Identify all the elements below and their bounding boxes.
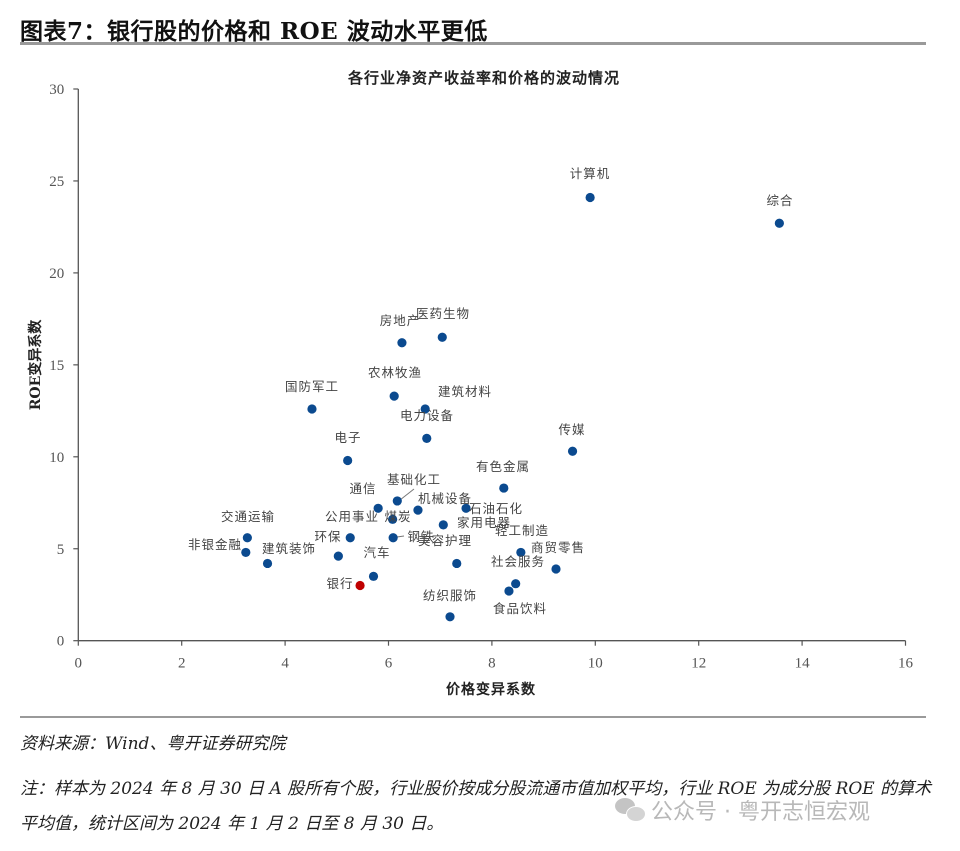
- point-label: 家用电器: [457, 515, 511, 530]
- source-note: 资料来源：Wind、粤开证券研究院: [20, 734, 286, 754]
- point-label: 汽车: [363, 545, 390, 560]
- point-label: 电子: [334, 430, 361, 445]
- x-tick-label: 6: [385, 656, 393, 672]
- data-points: [241, 192, 784, 622]
- title-rule: [20, 42, 926, 45]
- data-point: [437, 332, 447, 342]
- data-point: [422, 433, 432, 444]
- data-point: [420, 404, 430, 414]
- x-tick-label: 14: [795, 656, 811, 672]
- point-label: 美容护理: [418, 533, 472, 548]
- data-point: [242, 533, 252, 543]
- point-label: 电力设备: [400, 408, 454, 423]
- x-tick-label: 0: [75, 656, 83, 672]
- x-tick-label: 10: [588, 656, 603, 672]
- point-label: 国防军工: [285, 379, 339, 394]
- scatter-chart: 各行业净资产收益率和价格的波动情况 0 2 4 6 8 10 12 14 16 0 5 10 15 20 2…: [27, 69, 914, 698]
- data-point: [241, 547, 251, 558]
- x-tick-label: 12: [691, 656, 706, 672]
- point-label: 综合: [766, 193, 793, 208]
- chart-title: 各行业净资产收益率和价格的波动情况: [347, 69, 620, 87]
- leader-lines: [396, 488, 415, 538]
- x-tick-label: 16: [898, 656, 914, 672]
- data-point: [343, 455, 353, 466]
- data-point: [551, 564, 561, 574]
- point-label: 非银金融: [188, 537, 242, 552]
- data-point: [511, 579, 521, 589]
- axes: 0 2 4 6 8 10 12 14 16 0 5 10 15 20 25 30: [49, 82, 913, 672]
- data-point: [516, 547, 526, 558]
- data-point: [452, 558, 462, 569]
- point-label: 银行: [326, 576, 353, 591]
- data-point: [461, 503, 471, 513]
- data-point: [397, 338, 407, 348]
- data-point: [262, 558, 273, 569]
- data-point: [438, 520, 448, 530]
- y-tick-label: 5: [57, 542, 65, 558]
- watermark-text: 公众号 · 粤开志恒宏观: [651, 800, 870, 825]
- data-point: [389, 391, 399, 401]
- x-axis-label: 价格变异系数: [446, 681, 536, 698]
- data-point: [333, 551, 343, 561]
- y-tick-label: 0: [57, 634, 65, 650]
- point-label: 钢铁: [407, 529, 434, 544]
- point-label: 煤炭: [384, 509, 411, 524]
- point-label: 环保: [314, 529, 341, 544]
- y-tick-label: 25: [49, 174, 64, 190]
- data-point: [774, 218, 784, 228]
- data-point: [392, 496, 402, 506]
- point-label: 有色金属: [476, 459, 530, 474]
- point-label: 基础化工: [387, 472, 441, 487]
- leader-line: [396, 535, 405, 538]
- point-label: 机械设备: [418, 491, 472, 506]
- watermark: 公众号 · 粤开志恒宏观: [615, 794, 870, 826]
- point-label: 石油石化: [469, 501, 523, 516]
- data-point: [388, 533, 398, 543]
- data-point: [345, 533, 355, 543]
- point-label: 建筑装饰: [262, 541, 316, 556]
- point-label: 建筑材料: [438, 384, 492, 399]
- data-point: [368, 571, 379, 581]
- point-label: 公用事业: [325, 509, 379, 524]
- point-label: 社会服务: [491, 554, 545, 569]
- data-point: [504, 586, 514, 596]
- point-label: 医药生物: [416, 306, 470, 321]
- y-axis-label: ROE变异系数: [27, 319, 44, 411]
- footnote: 注：样本为 2024 年 8 月 30 日 A 股所有个股，行业股价按成分股流通…: [20, 779, 932, 834]
- x-tick-label: 4: [281, 656, 289, 672]
- point-label: 商贸零售: [531, 540, 585, 555]
- point-label: 通信: [349, 481, 376, 496]
- y-tick-label: 15: [49, 358, 64, 374]
- y-tick-label: 30: [49, 82, 64, 98]
- point-label: 轻工制造: [495, 523, 549, 538]
- wechat-icon: [615, 798, 646, 822]
- data-point: [445, 612, 455, 622]
- x-tick-label: 2: [178, 656, 186, 672]
- point-label: 传媒: [558, 422, 585, 437]
- point-label: 交通运输: [221, 509, 275, 524]
- point-label: 计算机: [570, 166, 611, 181]
- data-point: [499, 483, 509, 493]
- data-point: [373, 503, 383, 513]
- data-point: [413, 505, 423, 515]
- figure-title: 图表7：银行股的价格和 ROE 波动水平更低: [20, 18, 488, 45]
- source-rule: [20, 716, 926, 718]
- data-point: [307, 404, 317, 414]
- point-label: 纺织服饰: [423, 588, 477, 603]
- point-label: 房地产: [380, 313, 421, 328]
- leader-line: [399, 488, 415, 501]
- point-label: 农林牧渔: [368, 365, 422, 380]
- point-label: 食品饮料: [493, 601, 547, 616]
- data-point: [567, 446, 578, 456]
- data-point: [585, 192, 595, 203]
- data-point: [355, 580, 365, 591]
- data-point: [388, 514, 398, 524]
- y-tick-label: 20: [49, 266, 64, 282]
- y-tick-label: 10: [49, 450, 64, 466]
- x-tick-label: 8: [488, 656, 496, 672]
